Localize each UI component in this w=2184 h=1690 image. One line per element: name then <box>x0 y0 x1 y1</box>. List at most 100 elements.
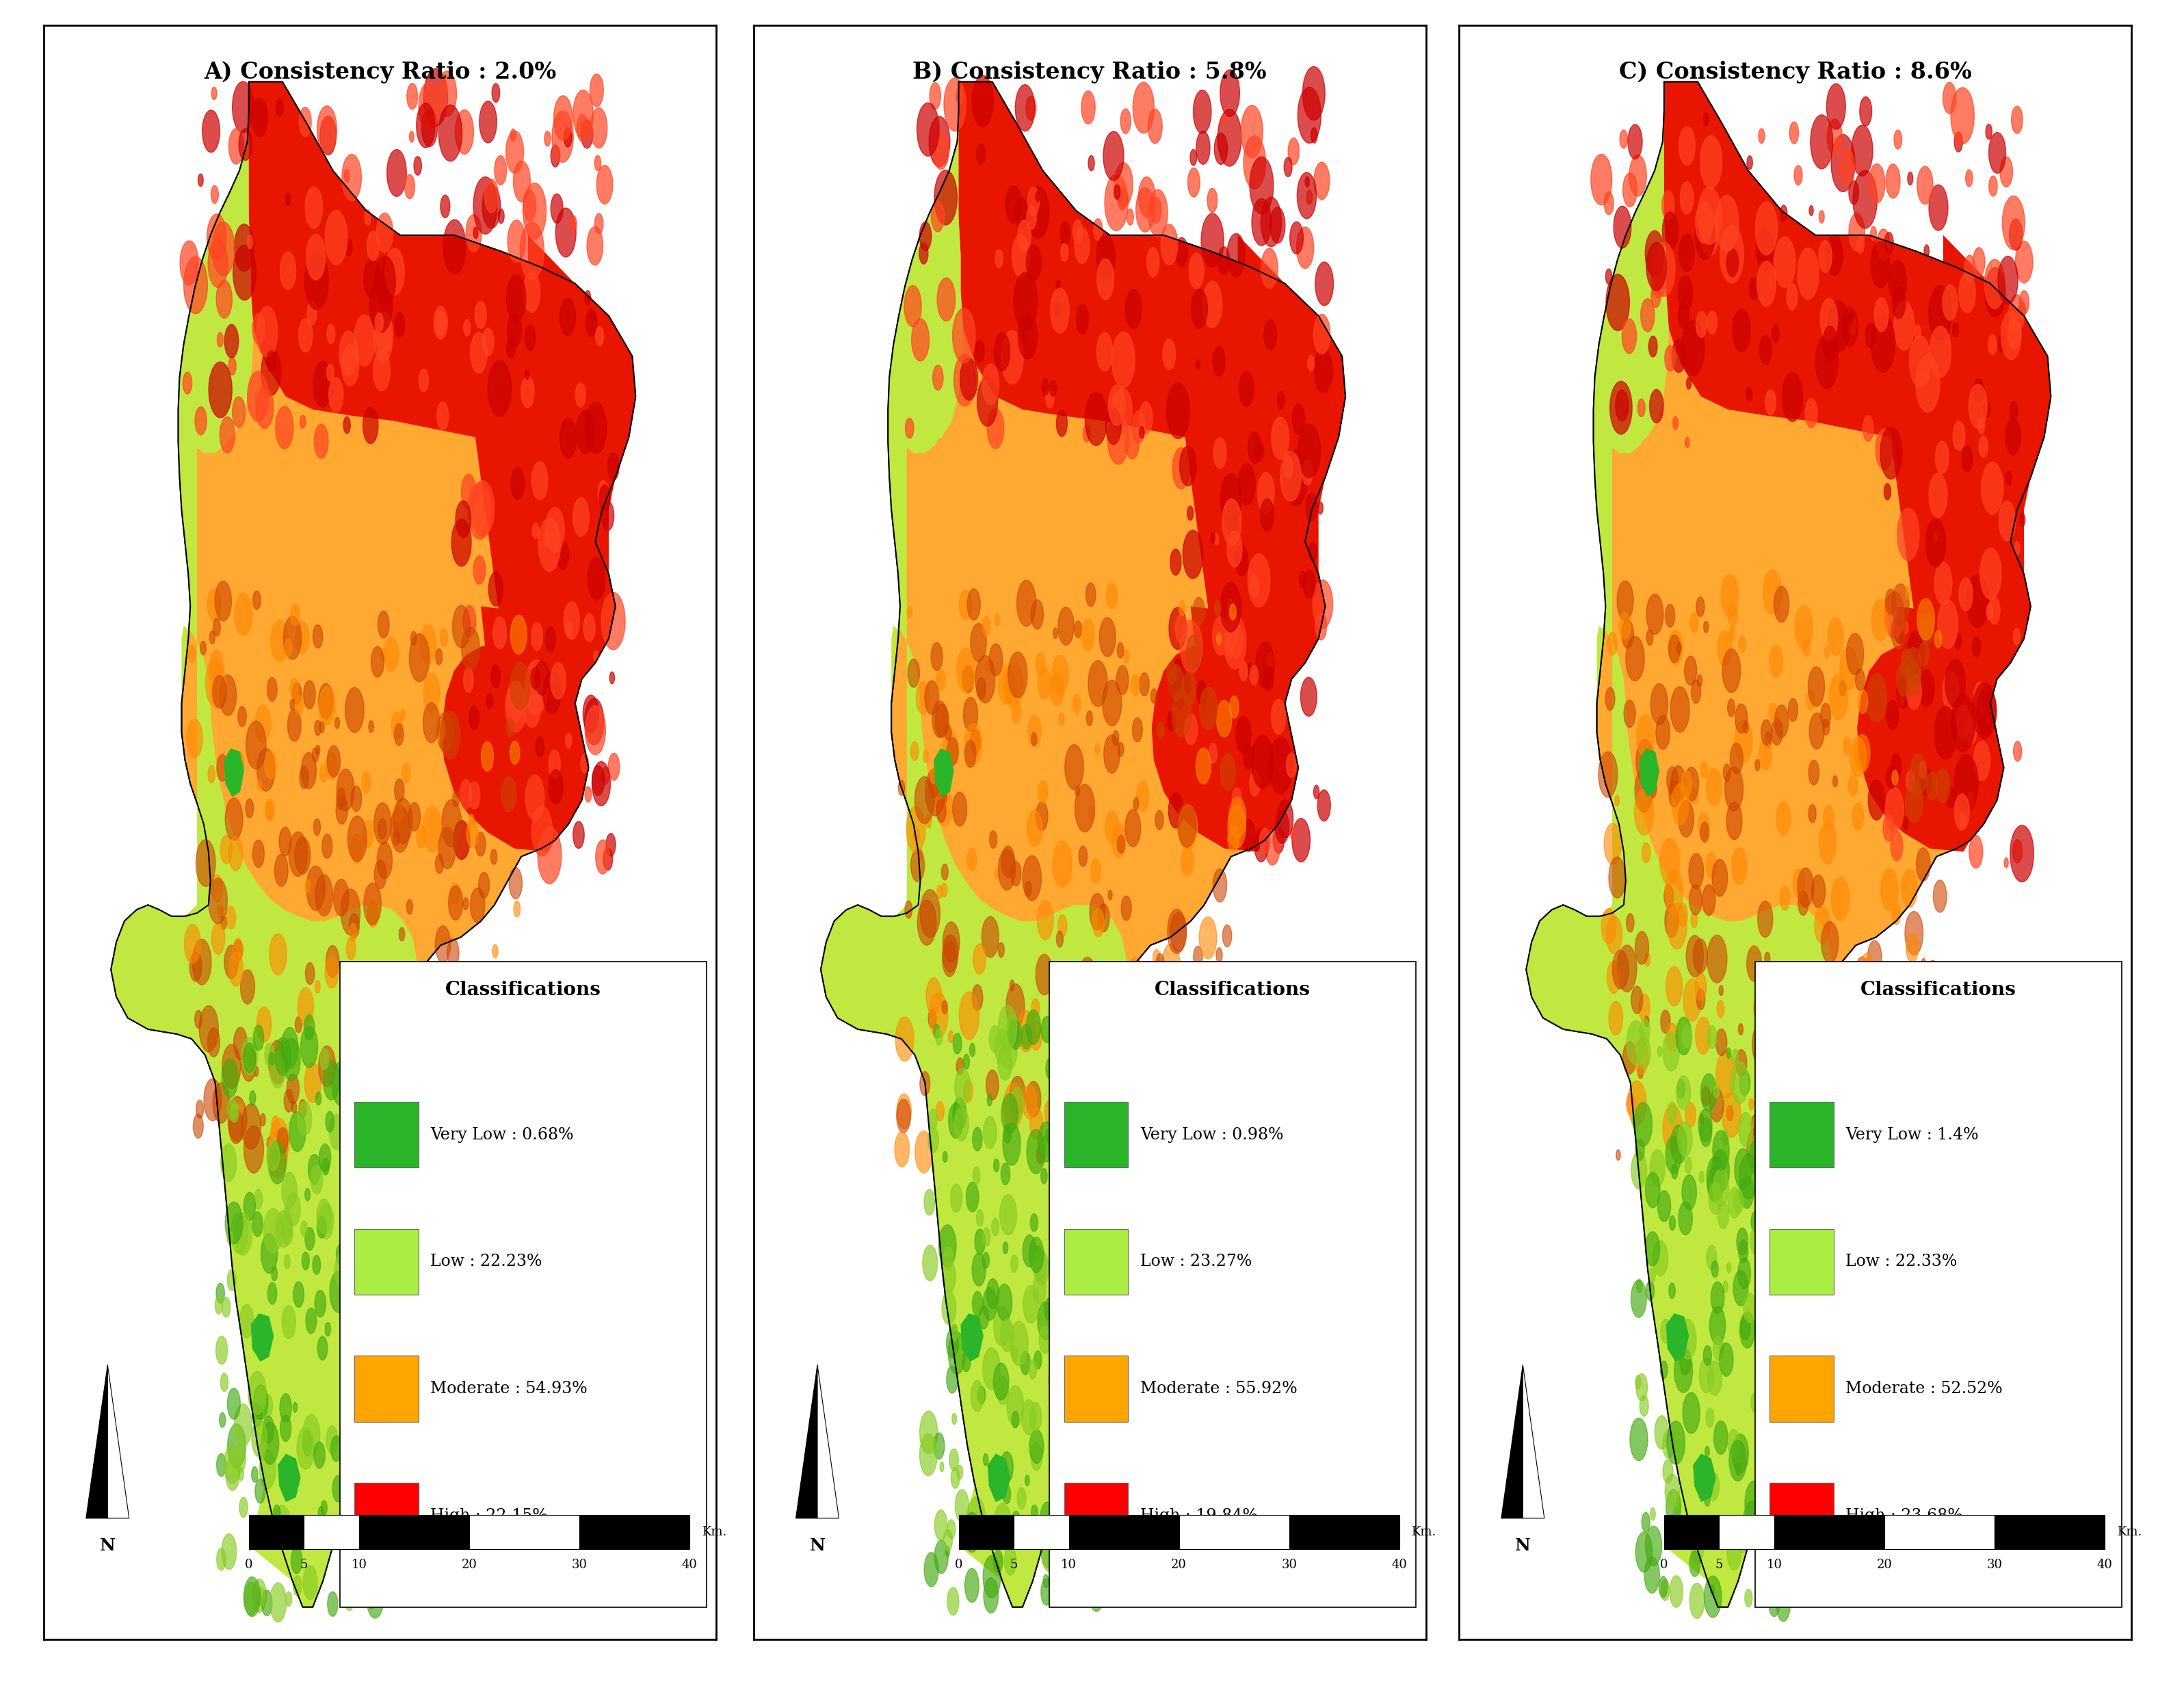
Circle shape <box>210 362 232 417</box>
Circle shape <box>1649 389 1664 423</box>
Circle shape <box>1042 379 1048 395</box>
Circle shape <box>417 826 426 848</box>
Circle shape <box>1824 806 1835 830</box>
Circle shape <box>264 750 277 779</box>
Circle shape <box>957 88 963 103</box>
Circle shape <box>282 1173 297 1208</box>
Text: 10: 10 <box>352 1558 367 1572</box>
Circle shape <box>1839 1063 1845 1077</box>
Circle shape <box>286 1592 293 1607</box>
Circle shape <box>1645 232 1664 277</box>
Circle shape <box>1018 313 1037 360</box>
Circle shape <box>1105 811 1118 843</box>
Circle shape <box>1051 1022 1068 1065</box>
Circle shape <box>1728 700 1734 717</box>
Circle shape <box>367 1246 380 1276</box>
Circle shape <box>1636 740 1653 782</box>
Circle shape <box>1269 737 1293 794</box>
Circle shape <box>1863 416 1874 441</box>
Circle shape <box>1166 384 1190 439</box>
Circle shape <box>234 593 251 635</box>
Circle shape <box>1771 324 1780 343</box>
Circle shape <box>439 826 456 869</box>
Circle shape <box>1002 1124 1011 1142</box>
Text: 40: 40 <box>681 1558 697 1572</box>
Circle shape <box>507 130 524 174</box>
Circle shape <box>238 128 251 161</box>
Circle shape <box>454 110 474 154</box>
Circle shape <box>1679 779 1686 796</box>
Circle shape <box>1131 718 1142 742</box>
Circle shape <box>1697 597 1704 617</box>
Text: Classifications: Classifications <box>1155 980 1310 999</box>
Circle shape <box>1044 1298 1053 1320</box>
Circle shape <box>1105 174 1129 232</box>
Circle shape <box>1022 1399 1035 1435</box>
Circle shape <box>1935 630 1942 647</box>
Bar <box>1068 1514 1179 1550</box>
Text: 30: 30 <box>1987 1558 2003 1572</box>
Circle shape <box>574 382 585 407</box>
Circle shape <box>1651 284 1660 308</box>
Circle shape <box>349 1205 365 1244</box>
Circle shape <box>1033 1249 1046 1281</box>
Circle shape <box>1721 226 1743 282</box>
Circle shape <box>1026 186 1048 238</box>
Circle shape <box>1671 686 1690 732</box>
Circle shape <box>1664 346 1675 372</box>
Circle shape <box>1946 786 1955 808</box>
Circle shape <box>253 1335 260 1349</box>
Circle shape <box>1669 1215 1675 1230</box>
Circle shape <box>1832 877 1850 921</box>
Circle shape <box>1083 1122 1096 1154</box>
Circle shape <box>1313 580 1332 629</box>
Circle shape <box>1042 1535 1057 1572</box>
Circle shape <box>452 605 470 647</box>
Circle shape <box>1963 255 1974 282</box>
Circle shape <box>1029 1021 1042 1049</box>
Circle shape <box>1075 228 1090 264</box>
Circle shape <box>367 232 380 260</box>
Circle shape <box>1789 1425 1795 1442</box>
Circle shape <box>1221 473 1241 524</box>
Circle shape <box>1797 1452 1811 1482</box>
Circle shape <box>1651 683 1669 725</box>
Circle shape <box>1651 264 1666 297</box>
Circle shape <box>384 1007 402 1051</box>
Circle shape <box>1022 1085 1037 1119</box>
Circle shape <box>1000 1195 1018 1235</box>
Circle shape <box>557 541 568 570</box>
Circle shape <box>1983 401 1990 417</box>
Circle shape <box>306 963 314 985</box>
Circle shape <box>221 1535 236 1570</box>
Circle shape <box>1033 1246 1042 1269</box>
Circle shape <box>1033 1350 1042 1369</box>
Circle shape <box>1256 441 1265 461</box>
Circle shape <box>559 297 577 336</box>
Circle shape <box>952 793 968 826</box>
Circle shape <box>533 522 539 539</box>
Circle shape <box>1776 1259 1784 1276</box>
Circle shape <box>1249 157 1273 215</box>
Circle shape <box>1227 233 1245 277</box>
Circle shape <box>225 798 242 840</box>
Circle shape <box>1636 931 1649 965</box>
Circle shape <box>1712 1131 1730 1169</box>
Circle shape <box>963 666 974 693</box>
Circle shape <box>1315 348 1332 392</box>
Circle shape <box>1009 1021 1022 1049</box>
Circle shape <box>1677 1080 1684 1099</box>
Circle shape <box>1057 914 1068 936</box>
Circle shape <box>917 848 924 860</box>
Circle shape <box>304 1415 321 1455</box>
Circle shape <box>393 830 400 845</box>
Circle shape <box>1907 674 1922 710</box>
Circle shape <box>1666 967 1682 1006</box>
Circle shape <box>1212 346 1225 377</box>
Circle shape <box>452 791 459 806</box>
Circle shape <box>1284 450 1308 505</box>
Circle shape <box>933 701 948 737</box>
Circle shape <box>253 313 266 345</box>
Circle shape <box>1136 781 1149 811</box>
Circle shape <box>1114 184 1120 199</box>
